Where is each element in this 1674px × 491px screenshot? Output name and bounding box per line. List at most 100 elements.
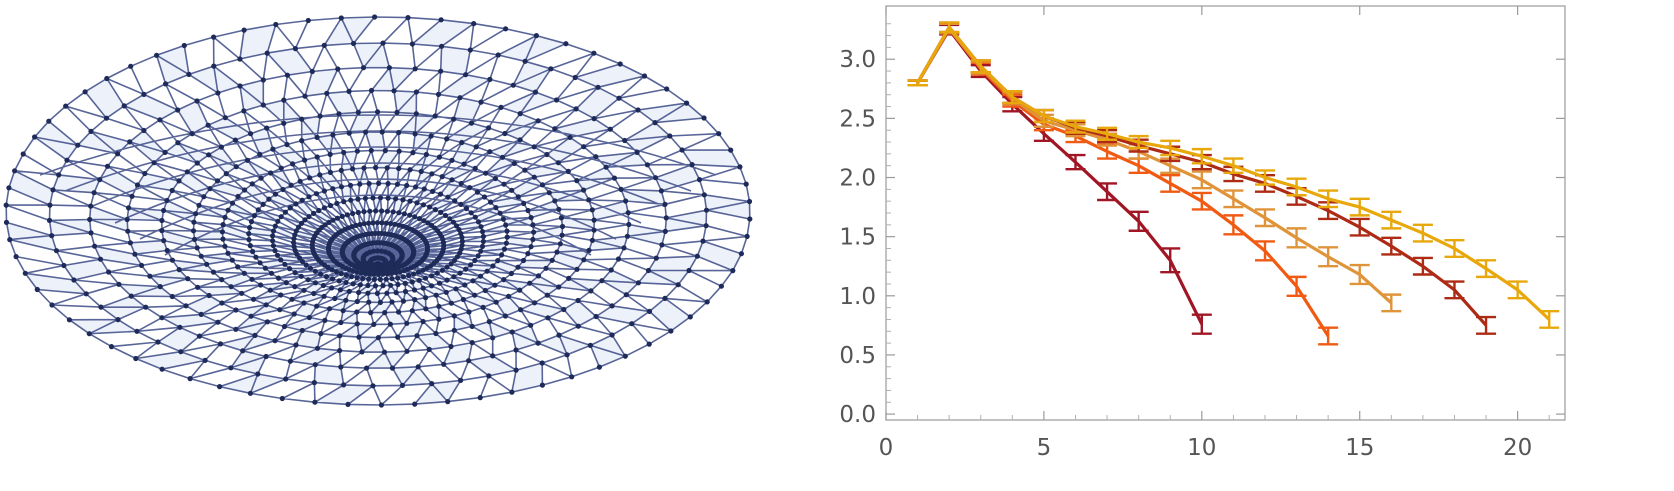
mesh-vertex xyxy=(219,300,224,305)
mesh-vertex xyxy=(423,276,428,281)
mesh-vertex xyxy=(348,183,353,188)
mesh-vertex xyxy=(288,359,293,364)
mesh-vertex xyxy=(623,198,628,203)
mesh-vertex xyxy=(358,282,363,287)
mesh-vertex xyxy=(463,267,468,272)
mesh-vertex xyxy=(125,229,130,234)
mesh-vertex xyxy=(307,175,312,180)
mesh-vertex xyxy=(385,165,390,170)
mesh-vertex xyxy=(441,362,446,367)
mesh-vertex xyxy=(199,312,204,317)
mesh-vertex xyxy=(349,274,354,279)
mesh-vertex xyxy=(376,272,381,277)
mesh-vertex xyxy=(464,206,469,211)
mesh-vertex xyxy=(339,15,344,20)
mesh-vertex xyxy=(452,313,457,318)
mesh-vertex xyxy=(567,135,572,140)
mesh-vertex xyxy=(610,332,615,337)
mesh-vertex xyxy=(351,281,356,286)
mesh-vertex xyxy=(468,47,473,52)
mesh-vertex xyxy=(71,277,76,282)
mesh-vertex xyxy=(264,126,269,131)
chart-frame xyxy=(886,6,1565,420)
mesh-vertex xyxy=(197,334,202,339)
mesh-vertex xyxy=(211,35,216,40)
mesh-vertex xyxy=(335,66,340,71)
mesh-vertex xyxy=(481,234,486,239)
mesh-face xyxy=(596,306,649,324)
mesh-vertex xyxy=(416,270,421,275)
mesh-vertex xyxy=(590,238,595,243)
mesh-vertex xyxy=(413,184,418,189)
mesh-vertex xyxy=(338,364,343,369)
x-tick-label: 10 xyxy=(1187,435,1216,461)
mesh-vertex xyxy=(328,170,333,175)
mesh-vertex xyxy=(396,309,401,314)
mesh-vertex xyxy=(624,292,629,297)
mesh-vertex xyxy=(87,217,92,222)
mesh-vertex xyxy=(219,277,224,282)
mesh-vertex xyxy=(170,258,175,263)
mesh-face xyxy=(564,300,596,326)
mesh-vertex xyxy=(394,290,399,295)
mesh-vertex xyxy=(221,222,226,227)
mesh-vertex xyxy=(252,213,257,218)
mesh-vertex xyxy=(747,216,752,221)
mesh-vertex xyxy=(365,283,370,288)
mesh-vertex xyxy=(730,268,735,273)
mesh-vertex xyxy=(56,172,61,177)
mesh-vertex xyxy=(451,274,456,279)
mesh-vertex xyxy=(588,288,593,293)
mesh-vertex xyxy=(278,292,283,297)
mesh-vertex xyxy=(510,329,515,334)
mesh-vertex xyxy=(550,258,555,263)
mesh-vertex xyxy=(622,138,627,143)
mesh-vertex xyxy=(176,178,181,183)
mesh-vertex xyxy=(355,197,360,202)
mesh-vertex xyxy=(581,188,586,193)
y-tick-label: 0.5 xyxy=(839,343,876,369)
y-tick-label: 3.0 xyxy=(839,47,876,73)
mesh-vertex xyxy=(49,302,54,307)
mesh-vertex xyxy=(534,33,539,38)
mesh-face xyxy=(324,17,374,45)
mesh-vertex xyxy=(436,317,441,322)
mesh-vertex xyxy=(165,248,170,253)
mesh-vertex xyxy=(676,282,681,287)
mesh-face xyxy=(376,151,400,168)
mesh-vertex xyxy=(417,278,422,283)
mesh-vertex xyxy=(425,247,430,252)
mesh-vertex xyxy=(530,222,535,227)
mesh-vertex xyxy=(501,182,506,187)
mesh-vertex xyxy=(560,224,565,229)
mesh-vertex xyxy=(256,207,261,212)
mesh-vertex xyxy=(652,120,657,125)
mesh-vertex xyxy=(440,174,445,179)
error-bar xyxy=(1381,212,1401,229)
mesh-vertex xyxy=(264,302,269,307)
mesh-vertex xyxy=(270,238,275,243)
mesh-vertex xyxy=(558,241,563,246)
mesh-vertex xyxy=(278,257,283,262)
mesh-vertex xyxy=(170,294,175,299)
mesh-vertex xyxy=(474,144,479,149)
mesh-vertex xyxy=(275,219,280,224)
mesh-vertex xyxy=(463,72,468,77)
mesh-vertex xyxy=(404,321,409,326)
mesh-vertex xyxy=(228,365,233,370)
mesh-vertex xyxy=(453,286,458,291)
mesh-vertex xyxy=(245,158,250,163)
mesh-vertex xyxy=(92,244,97,249)
mesh-vertex xyxy=(139,263,144,268)
mesh-vertex xyxy=(233,327,238,332)
mesh-vertex xyxy=(586,248,591,253)
mesh-vertex xyxy=(573,75,578,80)
mesh-vertex xyxy=(445,399,450,404)
mesh-vertex xyxy=(347,289,352,294)
mesh-vertex xyxy=(518,307,523,312)
mesh-vertex xyxy=(554,250,559,255)
mesh-vertex xyxy=(230,201,235,206)
mesh-vertex xyxy=(224,171,229,176)
mesh-vertex xyxy=(490,263,495,268)
mesh-vertex xyxy=(186,72,191,77)
